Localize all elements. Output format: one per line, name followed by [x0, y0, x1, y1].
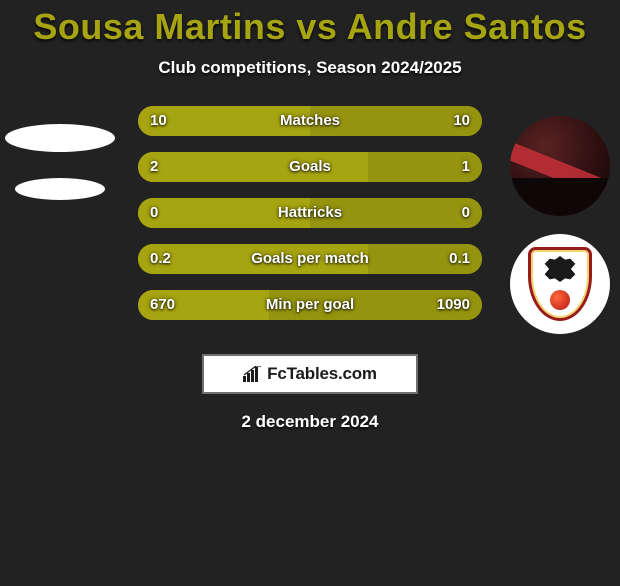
player-left-column	[0, 106, 120, 336]
stat-label: Goals per match	[138, 244, 482, 274]
stat-row: 21Goals	[138, 152, 482, 182]
stat-row: 6701090Min per goal	[138, 290, 482, 320]
stat-row: 0.20.1Goals per match	[138, 244, 482, 274]
stat-label: Matches	[138, 106, 482, 136]
stat-label: Min per goal	[138, 290, 482, 320]
stat-row: 1010Matches	[138, 106, 482, 136]
player-left-avatar-placeholder	[5, 124, 115, 152]
page-title: Sousa Martins vs Andre Santos	[0, 6, 620, 48]
bar-chart-icon	[243, 366, 263, 382]
subtitle: Club competitions, Season 2024/2025	[0, 58, 620, 78]
stat-label: Hattricks	[138, 198, 482, 228]
player-left-club-placeholder	[15, 178, 105, 200]
stats-area: 1010Matches 21Goals 00Hattricks 0.20.1Goals…	[0, 106, 620, 336]
stat-bars: 1010Matches 21Goals 00Hattricks 0.20.1Goals…	[138, 106, 482, 336]
stat-row: 00Hattricks	[138, 198, 482, 228]
watermark: FcTables.com	[202, 354, 418, 394]
date-text: 2 december 2024	[0, 412, 620, 432]
stat-label: Goals	[138, 152, 482, 182]
shield-icon	[528, 247, 592, 321]
watermark-text: FcTables.com	[267, 364, 377, 384]
player-right-club-crest	[510, 234, 610, 334]
player-right-photo	[510, 116, 610, 216]
player-right-column	[500, 106, 620, 336]
